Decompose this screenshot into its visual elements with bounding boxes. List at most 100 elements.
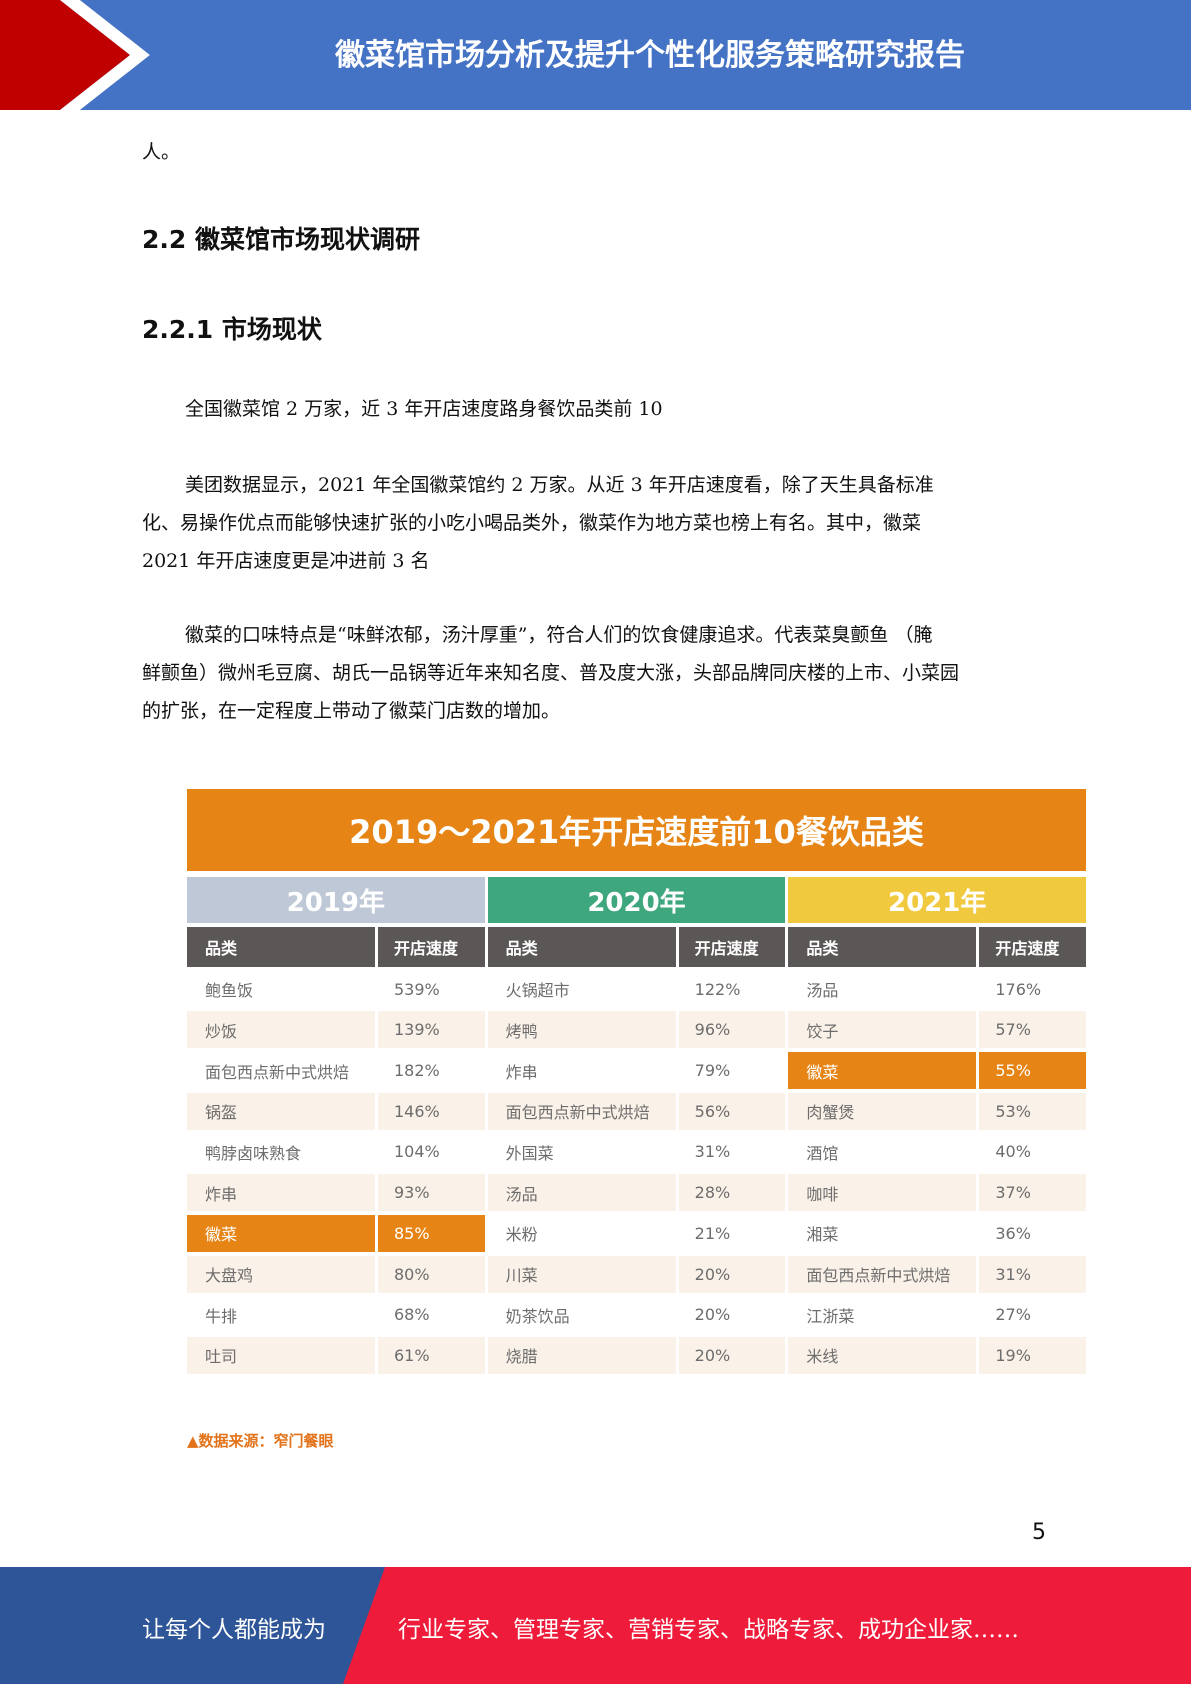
speed-cell: 146% xyxy=(375,1092,485,1130)
category-cell: 烧腊 xyxy=(505,1347,538,1367)
table-row: 吐司 61% xyxy=(187,1336,485,1374)
table-row: 饺子 57% xyxy=(788,1011,1087,1049)
speed-cell: 27% xyxy=(976,1296,1086,1334)
footer-slogan-right: 行业专家、管理专家、营销专家、战略专家、成功企业家…… xyxy=(398,1617,1019,1643)
speed-cell: 79% xyxy=(675,1052,786,1090)
table-row: 米粉 21% xyxy=(488,1214,786,1252)
table-row: 炸串 79% xyxy=(488,1052,786,1090)
category-cell: 鲍鱼饭 xyxy=(205,981,254,1001)
category-cell: 奶茶饮品 xyxy=(505,1306,570,1326)
table-title: 2019～2021年开店速度前10餐饮品类 xyxy=(187,789,1086,871)
header-chevron-decoration xyxy=(0,0,170,110)
table-row: 炒饭 139% xyxy=(187,1011,485,1049)
column-header-row: 品类 开店速度 xyxy=(788,927,1087,967)
category-cell: 火锅超市 xyxy=(505,981,570,1001)
category-cell: 徽菜 xyxy=(187,1214,375,1252)
page-number: 5 xyxy=(1032,1520,1046,1545)
speed-cell: 139% xyxy=(375,1011,485,1049)
table-row: 米线 19% xyxy=(788,1336,1087,1374)
category-cell: 面包西点新中式烘焙 xyxy=(505,1103,650,1123)
footer-background xyxy=(0,1567,1191,1684)
speed-cell: 80% xyxy=(375,1255,485,1293)
column-header-row: 品类 开店速度 xyxy=(487,927,786,967)
paragraph-line: 鲜颤鱼）微州毛豆腐、胡氏一品锅等近年来知名度、普及度大涨，头部品牌同庆楼的上市、… xyxy=(142,662,960,684)
category-cell: 面包西点新中式烘焙 xyxy=(806,1266,951,1285)
speed-cell: 539% xyxy=(375,970,485,1008)
speed-cell: 55% xyxy=(976,1052,1087,1090)
speed-cell: 28% xyxy=(675,1174,786,1212)
paragraph-line: 化、易操作优点而能够快速扩张的小吃小喝品类外，徽菜作为地方菜也榜上有名。其中，徽… xyxy=(142,512,922,534)
table-row: 牛排 68% xyxy=(187,1296,485,1334)
table-row: 火锅超市 122% xyxy=(488,970,786,1008)
category-cell: 酒馆 xyxy=(806,1143,839,1163)
subsection-heading: 2.2.1 市场现状 xyxy=(142,315,322,344)
speed-cell: 20% xyxy=(675,1296,786,1334)
section-heading: 2.2 徽菜馆市场现状调研 xyxy=(142,225,420,254)
category-cell: 炒饭 xyxy=(205,1021,238,1041)
paragraph-line: 的扩张，在一定程度上带动了徽菜门店数的增加。 xyxy=(142,700,561,722)
table-row: 肉蟹煲 53% xyxy=(788,1092,1087,1130)
table-row: 烧腊 20% xyxy=(487,1336,786,1374)
table-row: 川菜 20% xyxy=(487,1255,786,1293)
speed-cell: 85% xyxy=(375,1214,485,1252)
section-heading-wrap: 2.2 徽菜馆市场现状调研 xyxy=(142,220,1052,256)
page-footer: 让每个人都能成为 行业专家、管理专家、营销专家、战略专家、成功企业家…… xyxy=(0,1567,1191,1684)
subsection-heading-wrap: 2.2.1 市场现状 xyxy=(142,310,1052,346)
data-source-note: ▲数据来源：窄门餐眼 xyxy=(187,1432,334,1450)
table-row: 面包西点新中式烘焙 56% xyxy=(487,1092,786,1130)
paragraph-fragment: 人。 xyxy=(142,141,181,163)
table-row: 徽菜 85% xyxy=(187,1214,485,1252)
report-title: 徽菜馆市场分析及提升个性化服务策略研究报告 xyxy=(335,38,965,73)
table-row: 徽菜 55% xyxy=(788,1052,1087,1090)
speed-cell: 31% xyxy=(976,1255,1086,1293)
category-cell: 鸭脖卤味熟食 xyxy=(205,1143,302,1163)
category-cell: 川菜 xyxy=(505,1266,538,1285)
column-header-row: 品类 开店速度 xyxy=(187,927,485,967)
category-header: 品类 xyxy=(806,939,839,958)
year-column: 2021年 品类 开店速度 汤品 176% 饺子 57% 徽菜 55% 肉蟹煲 53% 酒馆 40% 咖啡… xyxy=(788,877,1087,1374)
category-cell: 烤鸭 xyxy=(505,1021,538,1041)
year-column: 2020年 品类 开店速度 火锅超市 122% 烤鸭 96% 炸串 79% 面包西点新中式烘焙 56… xyxy=(487,877,786,1374)
speed-cell: 68% xyxy=(375,1296,485,1334)
speed-header: 开店速度 xyxy=(675,927,786,967)
year-header: 2021年 xyxy=(788,877,1087,923)
table-row: 江浙菜 27% xyxy=(788,1296,1086,1334)
table-row: 湘菜 36% xyxy=(788,1214,1086,1252)
speed-cell: 19% xyxy=(976,1336,1086,1374)
paragraph-line: 美团数据显示，2021 年全国徽菜馆约 2 万家。从近 3 年开店速度看，除了天… xyxy=(185,474,934,496)
category-cell: 锅盔 xyxy=(205,1103,238,1123)
category-cell: 米粉 xyxy=(505,1225,538,1245)
speed-cell: 20% xyxy=(675,1336,786,1374)
table-row: 奶茶饮品 20% xyxy=(488,1296,786,1334)
paragraph-2: 美团数据显示，2021 年全国徽菜馆约 2 万家。从近 3 年开店速度看，除了天… xyxy=(142,466,1052,580)
paragraph-line: 徽菜的口味特点是“味鲜浓郁，汤汁厚重”，符合人们的饮食健康追求。代表菜臭颤鱼 （… xyxy=(185,624,933,646)
speed-cell: 40% xyxy=(976,1133,1086,1171)
year-header: 2020年 xyxy=(487,877,786,923)
speed-cell: 93% xyxy=(375,1174,485,1212)
speed-cell: 56% xyxy=(675,1092,786,1130)
table-row: 外国菜 31% xyxy=(488,1133,786,1171)
category-cell: 吐司 xyxy=(205,1347,238,1367)
speed-cell: 96% xyxy=(675,1011,786,1049)
category-cell: 饺子 xyxy=(806,1021,839,1041)
paragraph-line: 全国徽菜馆 2 万家，近 3 年开店速度路身餐饮品类前 10 xyxy=(185,398,663,420)
speed-cell: 31% xyxy=(675,1133,786,1171)
table-row: 锅盔 146% xyxy=(187,1092,485,1130)
paragraph-line: 2021 年开店速度更是冲进前 3 名 xyxy=(142,550,430,572)
category-cell: 肉蟹煲 xyxy=(806,1103,855,1123)
table-row: 大盘鸡 80% xyxy=(187,1255,485,1293)
table-row: 鸭脖卤味熟食 104% xyxy=(187,1133,485,1171)
speed-cell: 36% xyxy=(976,1214,1086,1252)
table-row: 汤品 28% xyxy=(487,1174,786,1212)
table-row: 烤鸭 96% xyxy=(487,1011,786,1049)
year-columns: 2019年 品类 开店速度 鲍鱼饭 539% 炒饭 139% 面包西点新中式烘焙 182% 锅盔 1… xyxy=(187,877,1087,1374)
table-row: 酒馆 40% xyxy=(788,1133,1086,1171)
speed-cell: 182% xyxy=(375,1052,485,1090)
category-cell: 咖啡 xyxy=(806,1184,839,1204)
category-cell: 炸串 xyxy=(205,1184,238,1204)
table-row: 面包西点新中式烘焙 182% xyxy=(187,1052,485,1090)
speed-cell: 57% xyxy=(976,1011,1086,1049)
category-cell: 大盘鸡 xyxy=(205,1266,254,1285)
year-column: 2019年 品类 开店速度 鲍鱼饭 539% 炒饭 139% 面包西点新中式烘焙 182% 锅盔 1… xyxy=(187,877,485,1374)
table-row: 炸串 93% xyxy=(187,1174,485,1212)
